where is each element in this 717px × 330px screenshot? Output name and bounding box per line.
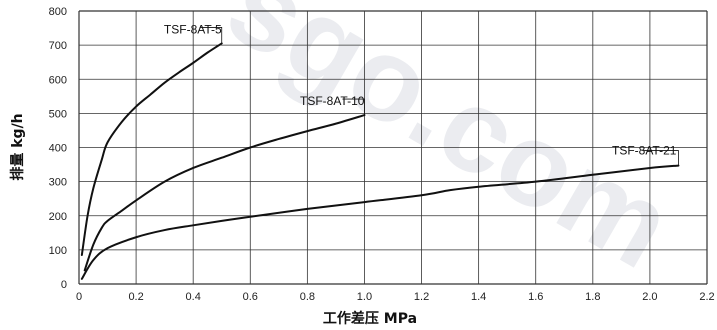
- x-tick-labels: 0 0.2 0.4 0.6 0.8 1.0 1.2 1.4 1.6 1.8 2.0 2.2: [76, 291, 715, 303]
- x-tick-label: 0.8: [300, 291, 315, 303]
- x-tick-label: 2.2: [699, 291, 714, 303]
- x-tick-label: 1.0: [357, 291, 372, 303]
- x-axis-title: 工作差压 MPa: [323, 310, 417, 327]
- x-tick-label: 1.2: [414, 291, 429, 303]
- series-line-2: [80, 164, 680, 280]
- y-tick-label: 800: [49, 6, 67, 18]
- series-lines: [80, 42, 680, 280]
- grid: [78, 10, 708, 285]
- series-label-2: TSF-8AT-21: [612, 144, 677, 158]
- y-tick-label: 600: [49, 74, 67, 86]
- y-tick-label: 400: [49, 143, 67, 155]
- x-tick-label: 0.6: [243, 291, 258, 303]
- y-axis-title: 排量 kg/h: [9, 113, 26, 180]
- series-label-1: TSF-8AT-10: [300, 94, 365, 108]
- series-line-1: [83, 114, 366, 272]
- x-tick-label: 1.4: [471, 291, 486, 303]
- y-tick-label: 500: [49, 108, 67, 120]
- y-tick-labels: 0 100 200 300 400 500 600 700 800: [49, 6, 67, 291]
- x-tick-label: 2.0: [642, 291, 657, 303]
- series-line-0: [80, 42, 223, 256]
- series-label-leader: [342, 98, 365, 116]
- series-label-leader: [642, 150, 679, 166]
- x-tick-label: 1.8: [585, 291, 600, 303]
- x-tick-label: 0.2: [128, 291, 143, 303]
- x-tick-label: 1.6: [528, 291, 543, 303]
- x-tick-label: 0: [76, 291, 82, 303]
- y-tick-label: 100: [49, 245, 67, 257]
- series-label-0: TSF-8AT-5: [164, 22, 222, 36]
- series-labels: TSF-8AT-5 TSF-8AT-10 TSF-8AT-21: [164, 22, 679, 166]
- x-tick-label: 0.4: [186, 291, 201, 303]
- y-tick-label: 300: [49, 177, 67, 189]
- series-label-leader: [199, 27, 223, 44]
- y-tick-label: 700: [49, 40, 67, 52]
- y-tick-label: 200: [49, 211, 67, 223]
- y-tick-label: 0: [61, 279, 67, 291]
